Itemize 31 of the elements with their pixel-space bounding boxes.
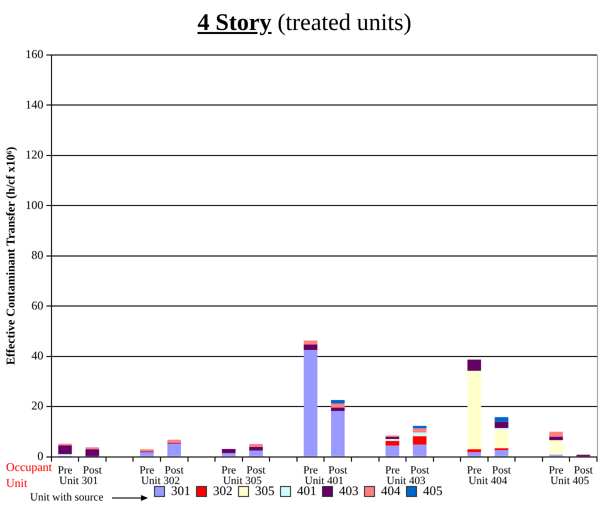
x-tick-label: Post [246,464,266,476]
x-tick-label: Post [328,464,348,476]
text: Unit 405 [550,475,590,488]
x-tick-label: Pre [58,464,72,476]
x-tick-label: Pre [385,464,400,476]
x-tick-label: Pre [303,464,318,476]
y-tick-label: 140 [25,97,44,112]
y-tick-label: 160 [25,47,44,62]
chart-title: 4 Story (treated units) [196,10,412,37]
text: Unit 301 [59,475,98,488]
y-tick-label: 80 [31,248,44,262]
y-tick-label: 100 [25,198,44,212]
text: Unit 305 [222,475,262,488]
x-tick-label: Post [492,464,512,476]
y-tick-label: 120 [25,148,44,162]
y-axis-title: Effective Contaminant Transfer (h/cf x10⁶) [3,146,18,366]
x-tick-label: Pre [466,464,482,476]
x-tick-label: Pre [548,464,564,476]
text: Unit with source [30,491,104,504]
x-tick-label: Post [82,464,102,476]
y-tick-label: 20 [31,398,44,413]
x-tick-label: Post [574,464,593,476]
x-tick-label: Pre [221,464,236,476]
legend-label: 405 [423,482,442,498]
y-tick-label: 40 [31,348,44,363]
y-tick-label: 60 [31,298,44,312]
text: Unit 404 [468,475,508,488]
x-tick-label: Pre [140,464,154,476]
x-tick-label: Post [410,464,430,476]
text: Unit 403 [386,475,426,488]
x-tick-label: Post [164,464,184,476]
